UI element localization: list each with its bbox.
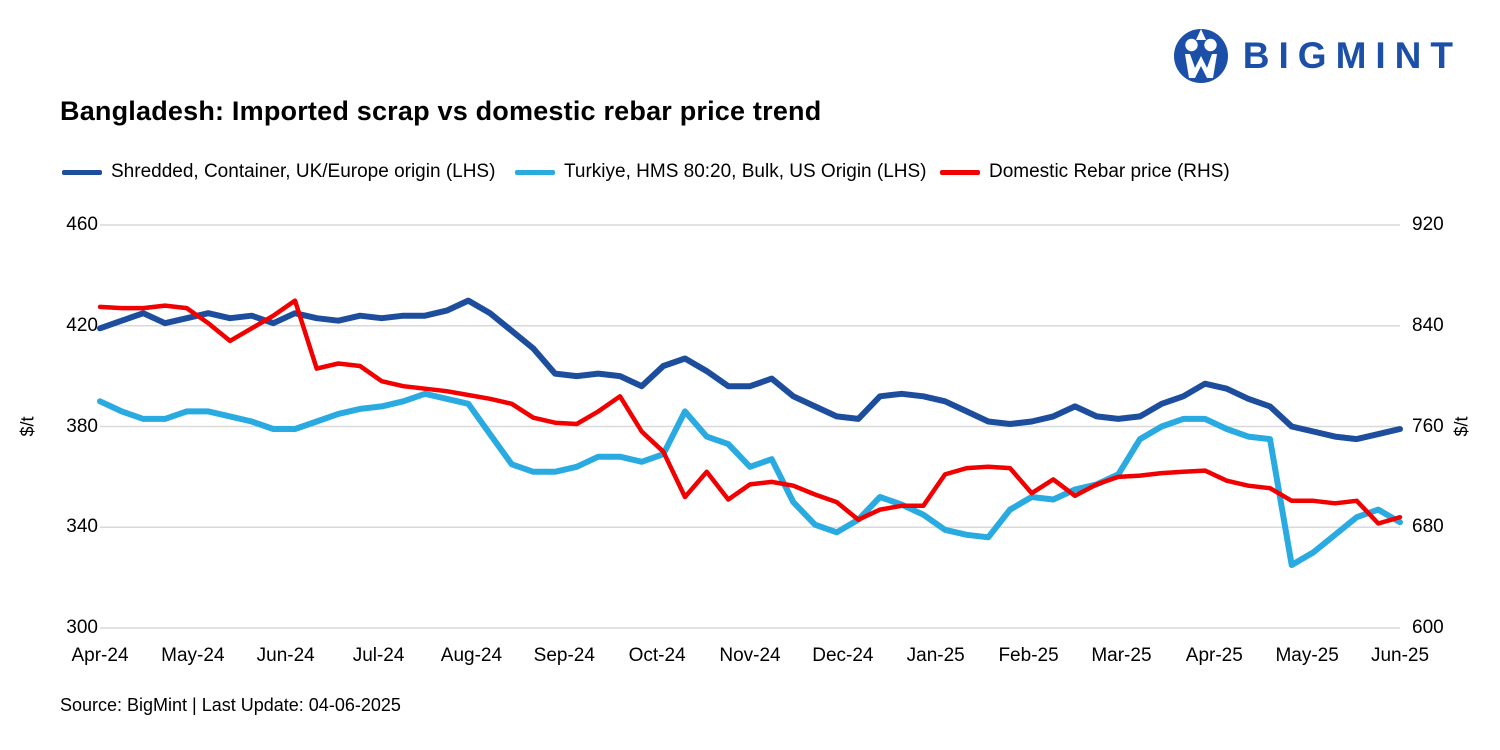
series-line-1 xyxy=(97,390,1403,568)
x-axis-label: Aug-24 xyxy=(440,645,503,666)
x-axis-label: Jun-24 xyxy=(256,645,315,666)
x-axis-label: Jan-25 xyxy=(906,645,965,666)
x-axis-label: Oct-24 xyxy=(628,645,686,666)
y-axis-label-left: 340 xyxy=(66,516,98,538)
legend-item-turkiye: Turkiye, HMS 80:20, Bulk, US Origin (LHS… xyxy=(515,161,927,183)
legend-swatch-shredded xyxy=(62,169,102,175)
legend-swatch-rebar xyxy=(940,169,980,175)
x-axis-label: Nov-24 xyxy=(719,645,781,666)
legend-swatch-turkiye xyxy=(515,169,555,175)
x-axis-label: Apr-25 xyxy=(1185,645,1243,666)
x-axis-label: Feb-25 xyxy=(998,645,1059,666)
y-axis-label-left: 380 xyxy=(66,415,98,437)
series-line-2 xyxy=(97,298,1403,526)
y-axis-label-right: 680 xyxy=(1412,516,1444,538)
x-axis-label: Apr-24 xyxy=(71,645,129,666)
legend-item-shredded: Shredded, Container, UK/Europe origin (L… xyxy=(62,161,495,183)
x-axis-label: Jul-24 xyxy=(352,645,405,666)
y-axis-label-right: 600 xyxy=(1412,617,1444,638)
y-axis-label-right: 760 xyxy=(1412,415,1444,437)
legend-label-shredded: Shredded, Container, UK/Europe origin (L… xyxy=(111,161,496,182)
series-line-0 xyxy=(97,297,1403,443)
x-axis-label: Mar-25 xyxy=(1091,645,1152,666)
x-axis-label: Jun-25 xyxy=(1370,645,1430,666)
y-axis-label-right: 840 xyxy=(1412,314,1444,336)
y-axis-label-left: 420 xyxy=(66,314,98,336)
legend-label-rebar: Domestic Rebar price (RHS) xyxy=(989,161,1230,182)
source-note: Source: BigMint | Last Update: 04-06-202… xyxy=(60,695,401,715)
x-axis-label: May-24 xyxy=(161,645,225,666)
y-axis-label-left: 460 xyxy=(66,214,98,235)
bigmint-logo-icon xyxy=(1173,29,1228,83)
legend-label-turkiye: Turkiye, HMS 80:20, Bulk, US Origin (LHS… xyxy=(564,161,927,182)
page-title: Bangladesh: Imported scrap vs domestic r… xyxy=(60,96,822,126)
bigmint-wordmark: BIGMINT xyxy=(1242,35,1462,76)
x-axis-label: Dec-24 xyxy=(812,645,874,666)
bigmint-logo: BIGMINT xyxy=(1173,28,1462,84)
y-axis-label-left: 300 xyxy=(66,617,98,638)
x-axis-label: Sep-24 xyxy=(533,645,595,666)
y-axis-label-right: 920 xyxy=(1412,214,1444,235)
x-axis-label: May-25 xyxy=(1275,645,1339,666)
legend-item-rebar: Domestic Rebar price (RHS) xyxy=(940,161,1230,183)
